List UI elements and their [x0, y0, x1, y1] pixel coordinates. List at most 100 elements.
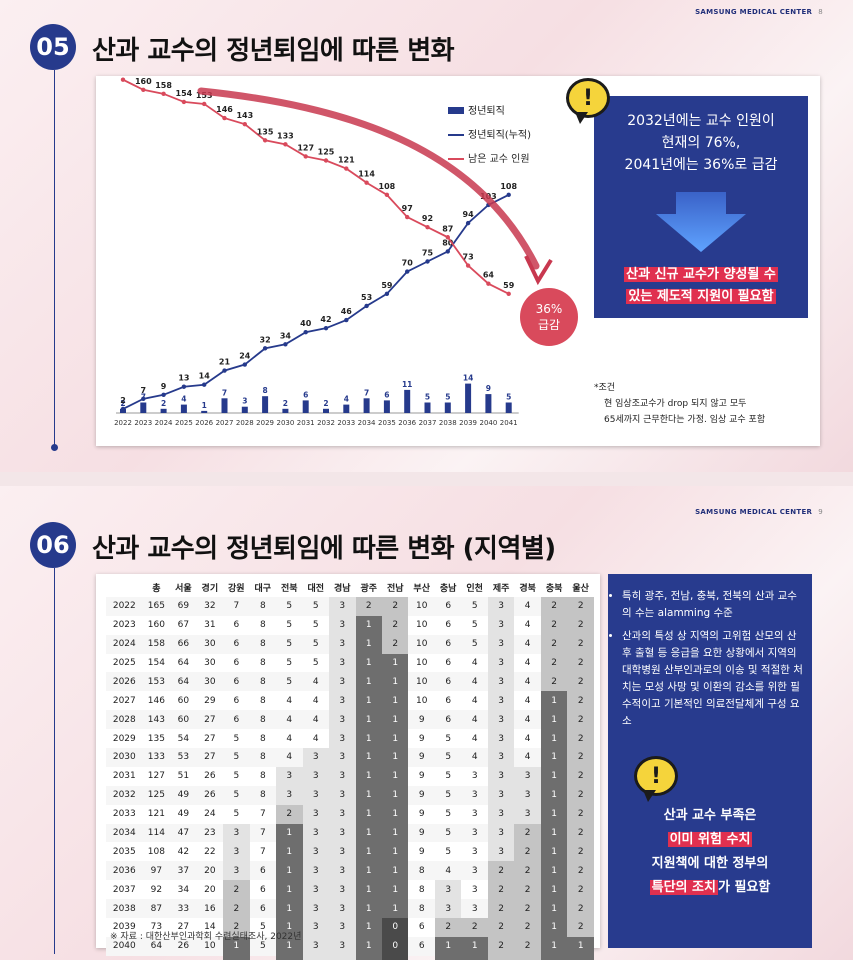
table-cell: 2: [487, 936, 515, 956]
table-cell: 3: [434, 880, 462, 900]
column-header: 강원: [228, 583, 245, 594]
condition-note: *조건 현 임상조교수가 drop 되지 않고 모두 65세까지 근무한다는 가…: [594, 383, 766, 425]
table-cell: 6: [434, 634, 462, 654]
table-cell: 3: [487, 842, 515, 862]
table-row: 2024 158 66 30 6 8 5 5 3 1 2 10 6 5 3 4 2 2: [106, 634, 594, 654]
bar: [424, 402, 431, 413]
table-cell: 2033: [112, 809, 136, 820]
remaining-point: [202, 101, 207, 107]
table-cell: 1: [540, 748, 568, 767]
cumulative-point: [222, 368, 227, 373]
table-cell: 8: [249, 710, 277, 730]
cumulative-label: 46: [341, 307, 353, 316]
table-cell: 24: [204, 809, 216, 820]
column-header: 충북: [545, 583, 563, 594]
table-cell: 3: [302, 785, 330, 805]
table-cell: 2: [540, 596, 568, 616]
bar-label: 4: [181, 395, 186, 404]
x-tick-label: 2036: [398, 419, 416, 427]
table-cell: 5: [408, 956, 434, 960]
table-cell: 3: [487, 691, 515, 711]
table-cell: 9: [418, 809, 425, 820]
bar-label: 14: [463, 374, 473, 383]
remaining-point: [181, 99, 187, 105]
cumulative-point: [465, 220, 471, 226]
column-header: 인천: [466, 583, 483, 594]
x-tick-label: 2039: [459, 419, 477, 427]
table-cell: 1: [381, 861, 409, 881]
table-cell: 4: [514, 634, 541, 654]
table-cell: 1: [540, 918, 568, 937]
table-cell: 73: [150, 922, 163, 933]
chart-legend: 정년퇴직 정년퇴직(누적) 남은 교수 인원: [448, 100, 531, 172]
table-cell: 1: [540, 729, 568, 749]
table-cell: 4: [276, 710, 303, 730]
table-cell: 3: [434, 899, 462, 919]
table-cell: 3: [329, 804, 356, 824]
table-cell: 60: [177, 695, 190, 706]
x-tick-label: 2029: [256, 419, 274, 427]
slide-title: 산과 교수의 정년퇴임에 따른 변화 (지역별): [92, 534, 556, 564]
table-card: 총 서울 경기 강원 대구 전북 대전 경남 광주 전남 부산 충남 인천 제주 경북 충북 울산 2022 16…: [96, 574, 600, 960]
table-cell: 26: [170, 936, 197, 956]
table-cell: 30: [196, 672, 224, 692]
table-cell: 9: [418, 733, 425, 744]
table-cell: 2: [567, 672, 594, 692]
cumulative-label: 14: [199, 372, 211, 381]
table-cell: 64: [170, 672, 197, 692]
table-cell: 4: [461, 710, 488, 730]
remaining-point: [344, 166, 349, 171]
table-cell: 1: [540, 842, 568, 862]
table-cell: 1: [434, 955, 462, 960]
table-cell: 2023: [112, 620, 136, 631]
table-cell: 1: [355, 729, 382, 749]
table-cell: 8: [259, 658, 266, 668]
cumulative-point: [425, 259, 430, 264]
table-cell: 2: [381, 634, 409, 654]
bar-label: 7: [364, 388, 369, 397]
column-header: 전남: [386, 583, 404, 594]
table-row: 2026 153 64 30 6 8 5 4 3 1 1 10 6 4 3 4 2 2: [106, 672, 594, 692]
table-cell: 4: [524, 658, 531, 668]
timeline-line: [54, 70, 55, 448]
remaining-point: [425, 224, 430, 230]
table-row: 2025 154 64 30 6 8 5 5 3 1 1 10 6 4 3 4 2 2: [106, 653, 594, 673]
table-cell: 2022: [106, 596, 143, 616]
table-cell: 1: [355, 766, 382, 786]
cumulative-point: [384, 291, 390, 297]
table-cell: 6: [223, 634, 250, 654]
table-cell: 3: [487, 748, 515, 767]
table-cell: 3: [514, 766, 541, 786]
cumulative-point: [141, 396, 146, 402]
table-cell: 2: [567, 596, 594, 616]
table-cell: 10: [408, 672, 435, 692]
table-cell: 2: [487, 955, 515, 960]
table-cell: 1: [381, 729, 409, 749]
bar-label: 5: [506, 393, 511, 402]
table-cell: 3: [302, 955, 330, 960]
cumulative-label: 75: [422, 249, 434, 258]
slide-06: SAMSUNG MEDICAL CENTER 9 06 산과 교수의 정년퇴임에 …: [0, 486, 853, 960]
table-cell: 158: [142, 634, 171, 654]
table-cell: 3: [302, 748, 330, 767]
table-cell: 10: [415, 658, 428, 668]
table-row: 2028 143 60 27 6 8 4 4 3 1 1 9 6 4 3 4 1 2: [106, 710, 594, 730]
x-tick-label: 2027: [216, 419, 234, 427]
remaining-label: 133: [277, 131, 294, 140]
cumulative-label: 32: [260, 335, 271, 344]
table-cell: 3: [487, 596, 515, 616]
table-cell: 1: [276, 861, 303, 881]
table-cell: 3: [487, 823, 515, 843]
remaining-point: [242, 121, 247, 127]
table-cell: 1: [355, 748, 382, 767]
table-cell: 5: [461, 634, 488, 654]
table-cell: 51: [177, 771, 190, 782]
table-cell: 27: [177, 922, 190, 933]
bar-label: 2: [161, 399, 166, 408]
table-cell: 121: [147, 809, 165, 820]
table-cell: 3: [329, 918, 356, 937]
table-cell: 8: [249, 672, 277, 692]
cumulative-point: [181, 384, 187, 389]
column-header: 총: [152, 583, 161, 594]
table-cell: 5: [312, 658, 319, 668]
